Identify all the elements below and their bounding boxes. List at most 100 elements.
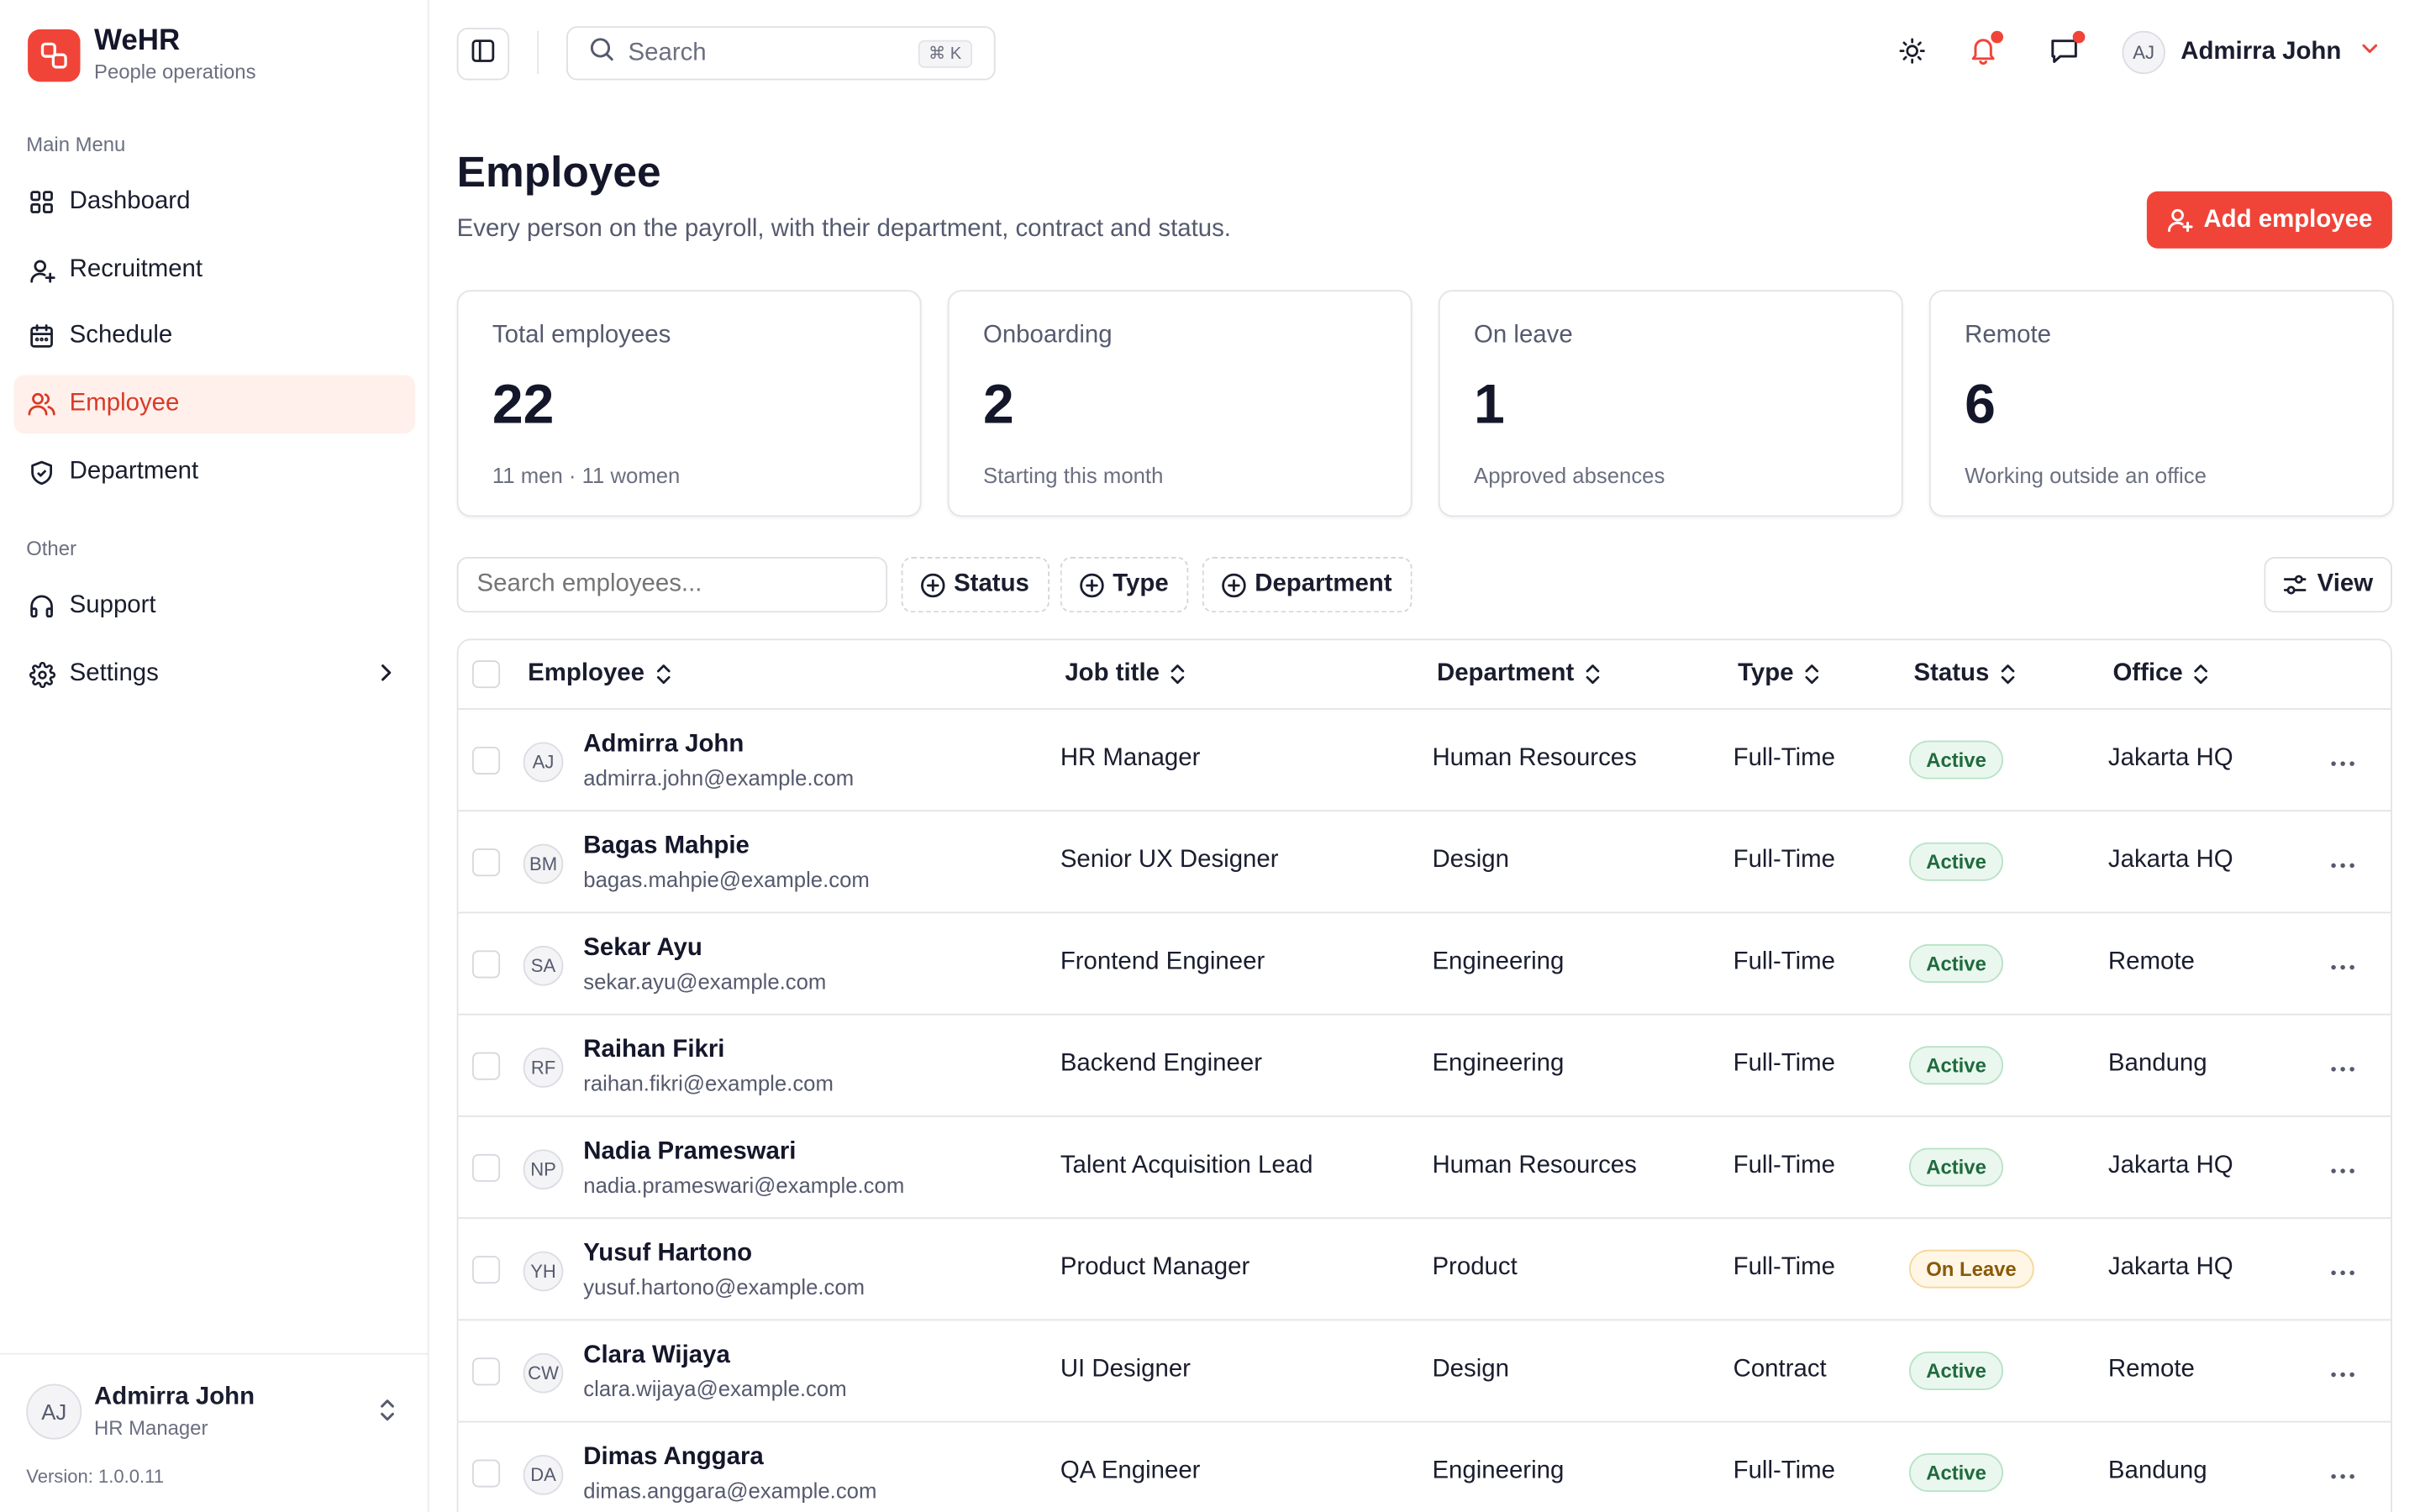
sidebar-user-card[interactable]: AJ Admirra John HR Manager Version: 1.0.…	[0, 1352, 429, 1512]
row-checkbox[interactable]	[472, 1256, 501, 1284]
column-label: Type	[1738, 660, 1794, 687]
row-checkbox[interactable]	[472, 1357, 501, 1386]
divider	[537, 30, 539, 75]
avatar: RF	[523, 1047, 564, 1088]
table-row[interactable]: BM Bagas Mahpie bagas.mahpie@example.com…	[458, 811, 2391, 914]
message-dot	[2072, 30, 2086, 44]
sort-icon	[1804, 664, 1819, 685]
shield-icon	[28, 458, 55, 486]
search-placeholder: Search	[628, 39, 707, 66]
row-checkbox[interactable]	[472, 950, 501, 979]
employee-name[interactable]: Sekar Ayu	[583, 935, 702, 962]
office-cell: Bandung	[2107, 1050, 2207, 1078]
row-actions-button[interactable]	[2328, 1053, 2359, 1078]
row-actions-button[interactable]	[2328, 1359, 2359, 1383]
sidebar-item-settings[interactable]: Settings	[14, 645, 416, 704]
stat-note: 11 men · 11 women	[492, 463, 681, 488]
notifications-button[interactable]	[1966, 30, 2004, 71]
employee-name[interactable]: Nadia Prameswari	[583, 1138, 797, 1165]
employee-email: clara.wijaya@example.com	[583, 1376, 847, 1401]
brand[interactable]: WeHR People operations	[28, 24, 256, 85]
table-row[interactable]: AJ Admirra John admirra.john@example.com…	[458, 710, 2391, 812]
stat-label: On leave	[1474, 322, 1573, 349]
row-checkbox[interactable]	[472, 1052, 501, 1080]
employee-name[interactable]: Yusuf Hartono	[583, 1240, 753, 1267]
job-title-cell: HR Manager	[1060, 745, 1201, 772]
stat-card-total: Total employees 22 11 men · 11 women	[456, 290, 922, 517]
status-badge: Active	[1908, 740, 2004, 780]
row-checkbox[interactable]	[472, 848, 501, 877]
header-user-name: Admirra John	[2181, 38, 2342, 66]
column-header-type[interactable]: Type	[1738, 660, 1820, 688]
sidebar-item-recruitment[interactable]: Recruitment	[14, 241, 416, 300]
type-cell: Full-Time	[1733, 847, 1835, 874]
view-options-button[interactable]: View	[2264, 557, 2392, 613]
table-row[interactable]: CW Clara Wijaya clara.wijaya@example.com…	[458, 1320, 2391, 1423]
employee-email: admirra.john@example.com	[583, 765, 855, 790]
avatar: AJ	[26, 1383, 82, 1440]
row-actions-button[interactable]	[2328, 1461, 2359, 1485]
stat-card-onboarding: Onboarding 2 Starting this month	[947, 290, 1413, 517]
employee-search-input[interactable]	[456, 557, 888, 613]
column-header-employee[interactable]: Employee	[528, 660, 671, 688]
add-employee-button[interactable]: Add employee	[2146, 191, 2392, 249]
add-employee-label: Add employee	[2203, 206, 2373, 233]
employee-table: Employee Job title Department Type Statu…	[456, 638, 2392, 1512]
employee-name[interactable]: Clara Wijaya	[583, 1341, 730, 1369]
row-checkbox[interactable]	[472, 1459, 501, 1488]
type-filter-button[interactable]: Type	[1060, 557, 1189, 613]
view-label: View	[2317, 570, 2374, 597]
column-header-office[interactable]: Office	[2112, 660, 2209, 688]
stat-note: Starting this month	[982, 463, 1164, 488]
global-search-input[interactable]: Search ⌘ K	[566, 26, 996, 81]
notification-dot	[1991, 30, 2004, 44]
more-horizontal-icon	[2330, 1460, 2354, 1488]
sort-icon	[1585, 664, 1600, 685]
sidebar-item-employee[interactable]: Employee	[13, 375, 416, 434]
chevrons-up-down-icon[interactable]	[376, 1398, 398, 1431]
employee-email: yusuf.hartono@example.com	[583, 1274, 865, 1299]
table-row[interactable]: SA Sekar Ayu sekar.ayu@example.com Front…	[458, 913, 2391, 1016]
office-cell: Jakarta HQ	[2107, 1152, 2233, 1179]
type-cell: Full-Time	[1733, 745, 1835, 772]
column-header-status[interactable]: Status	[1914, 660, 2016, 688]
row-actions-button[interactable]	[2328, 850, 2359, 874]
department-cell: Human Resources	[1432, 745, 1637, 772]
page-subtitle: Every person on the payroll, with their …	[456, 216, 1231, 243]
sidebar-item-label: Department	[69, 458, 199, 485]
row-checkbox[interactable]	[472, 746, 501, 775]
employee-name[interactable]: Admirra John	[583, 731, 744, 758]
messages-button[interactable]	[2046, 30, 2086, 71]
column-header-job-title[interactable]: Job title	[1065, 660, 1186, 688]
theme-toggle-button[interactable]	[1895, 37, 1928, 71]
row-actions-button[interactable]	[2328, 952, 2359, 976]
user-plus-icon	[2166, 207, 2193, 233]
row-actions-button[interactable]	[2328, 1156, 2359, 1180]
table-row[interactable]: RF Raihan Fikri raihan.fikri@example.com…	[458, 1016, 2391, 1117]
select-all-checkbox[interactable]	[472, 660, 501, 689]
sidebar-item-schedule[interactable]: Schedule	[14, 307, 416, 366]
stat-note: Working outside an office	[1965, 463, 2207, 488]
column-label: Department	[1436, 660, 1575, 687]
table-row[interactable]: NP Nadia Prameswari nadia.prameswari@exa…	[458, 1117, 2391, 1219]
employee-name[interactable]: Dimas Anggara	[583, 1444, 764, 1471]
sun-icon	[1898, 36, 1926, 71]
column-header-department[interactable]: Department	[1437, 660, 1601, 688]
grid-icon	[28, 188, 55, 216]
sidebar-item-label: Schedule	[69, 322, 173, 349]
row-actions-button[interactable]	[2328, 748, 2359, 773]
department-filter-button[interactable]: Department	[1202, 557, 1413, 613]
row-actions-button[interactable]	[2328, 1257, 2359, 1282]
employee-name[interactable]: Bagas Mahpie	[583, 832, 750, 860]
sidebar-item-support[interactable]: Support	[14, 577, 416, 636]
user-menu-button[interactable]: AJ Admirra John	[2122, 30, 2380, 75]
row-checkbox[interactable]	[472, 1153, 501, 1182]
sidebar-item-dashboard[interactable]: Dashboard	[14, 173, 416, 232]
sidebar-toggle-button[interactable]	[456, 28, 510, 81]
users-icon	[28, 391, 55, 418]
status-filter-button[interactable]: Status	[901, 557, 1050, 613]
sidebar-item-department[interactable]: Department	[14, 443, 416, 501]
table-row[interactable]: DA Dimas Anggara dimas.anggara@example.c…	[458, 1422, 2391, 1512]
table-row[interactable]: YH Yusuf Hartono yusuf.hartono@example.c…	[458, 1219, 2391, 1321]
employee-name[interactable]: Raihan Fikri	[583, 1037, 725, 1063]
